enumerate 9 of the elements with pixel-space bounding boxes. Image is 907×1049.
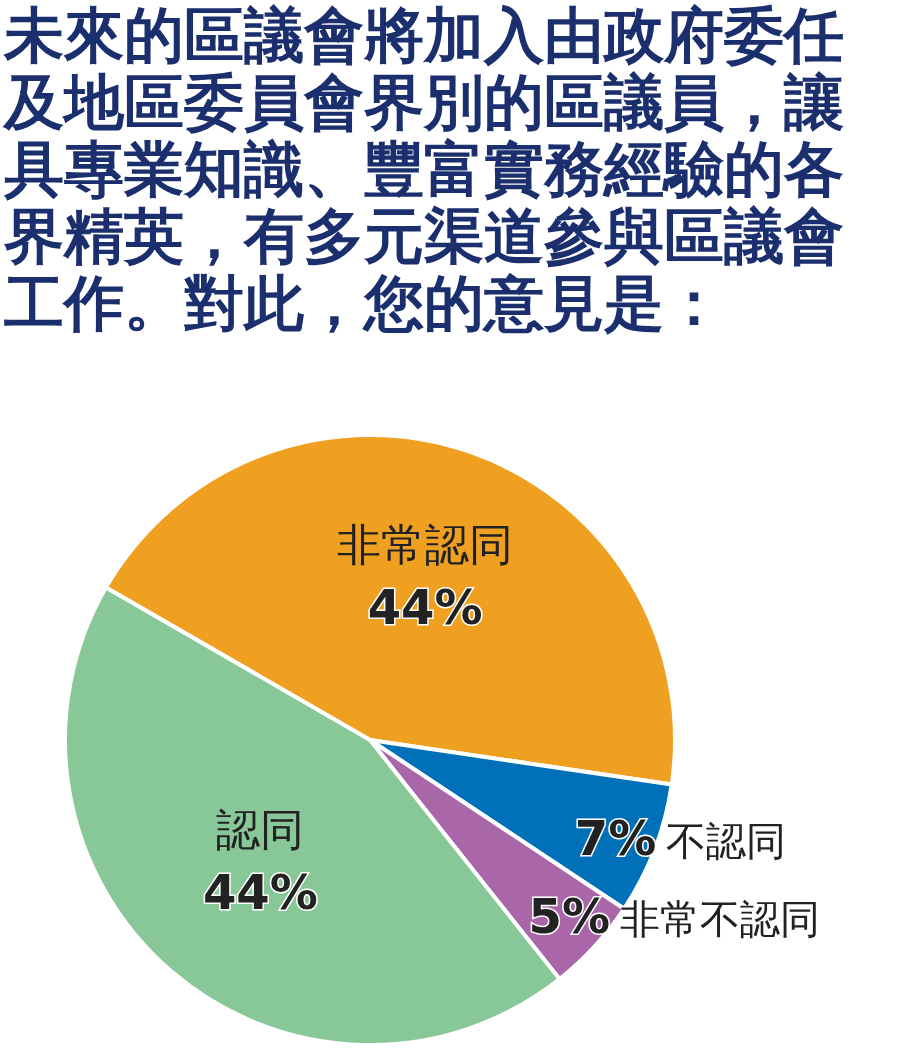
slice-label: 非常不認同: [620, 896, 821, 943]
data-label: 44%: [202, 863, 318, 920]
chart-title: 未來的區議會將加入由政府委任及地區委員會界別的區議員，讓具專業知識、豐富實務經驗的各界精英，有多元渠道參與區議會工作。對此，您的意見是：: [4, 0, 845, 338]
data-label: 5%: [528, 888, 611, 945]
slice-label: 認同: [216, 803, 305, 855]
data-label: 7%: [574, 810, 657, 867]
data-label: 44%: [367, 578, 483, 635]
slice-label: 非常認同: [337, 518, 514, 570]
slice-label: 不認同: [666, 818, 787, 865]
